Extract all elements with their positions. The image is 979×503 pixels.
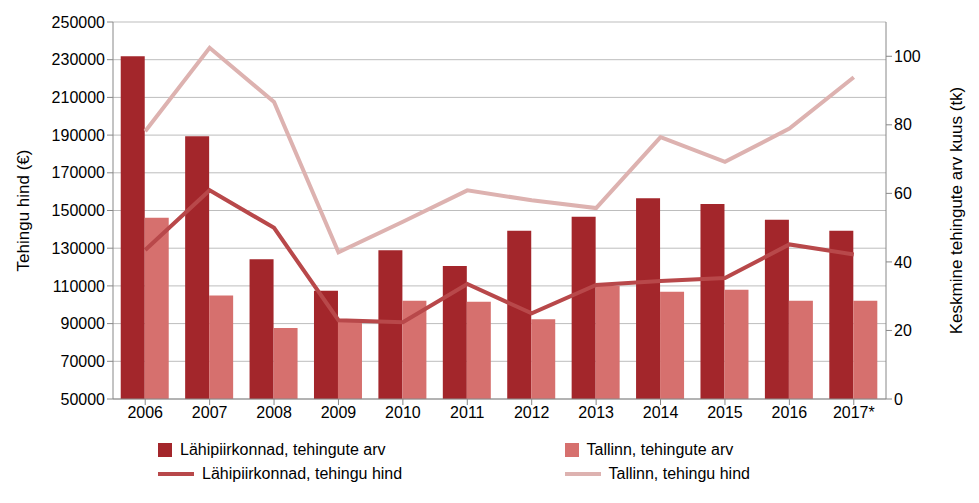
svg-text:50000: 50000 [61, 391, 106, 408]
svg-text:2017*: 2017* [833, 404, 875, 421]
svg-text:2015: 2015 [707, 404, 743, 421]
svg-text:230000: 230000 [52, 51, 105, 68]
svg-text:40: 40 [894, 254, 912, 271]
svg-text:170000: 170000 [52, 164, 105, 181]
svg-text:2016: 2016 [772, 404, 808, 421]
svg-text:190000: 190000 [52, 127, 105, 144]
svg-text:2013: 2013 [578, 404, 614, 421]
html-text:Lähipiirkonnad, tehingute arv: Lähipiirkonnad, tehingute arv [180, 441, 386, 458]
html-text:Tallinn, tehingute arv: Tallinn, tehingute arv [586, 441, 734, 458]
svg-text:2012: 2012 [514, 404, 550, 421]
svg-text:20: 20 [894, 322, 912, 339]
svg-text:100: 100 [894, 48, 921, 65]
svg-text:250000: 250000 [52, 14, 105, 31]
svg-text:2007: 2007 [192, 404, 228, 421]
html-text:Lähipiirkonnad, tehingu hind: Lähipiirkonnad, tehingu hind [202, 465, 403, 482]
svg-text:2009: 2009 [321, 404, 357, 421]
svg-text:2014: 2014 [643, 404, 679, 421]
svg-text:Tehingu hind (€): Tehingu hind (€) [14, 150, 33, 272]
svg-text:80: 80 [894, 116, 912, 133]
html-text:Tallinn, tehingu hind: Tallinn, tehingu hind [608, 465, 750, 482]
svg-text:210000: 210000 [52, 89, 105, 106]
svg-text:90000: 90000 [61, 315, 106, 332]
svg-text:0: 0 [894, 391, 903, 408]
svg-text:150000: 150000 [52, 202, 105, 219]
svg-text:60: 60 [894, 185, 912, 202]
svg-text:130000: 130000 [52, 240, 105, 257]
svg-text:2008: 2008 [256, 404, 292, 421]
svg-text:70000: 70000 [61, 353, 106, 370]
svg-text:110000: 110000 [53, 278, 105, 295]
svg-text:2006: 2006 [127, 404, 163, 421]
svg-text:2011: 2011 [450, 404, 485, 421]
svg-text:2010: 2010 [385, 404, 421, 421]
svg-text:Keskmine tehingute arv kuus (t: Keskmine tehingute arv kuus (tk) [947, 87, 966, 335]
